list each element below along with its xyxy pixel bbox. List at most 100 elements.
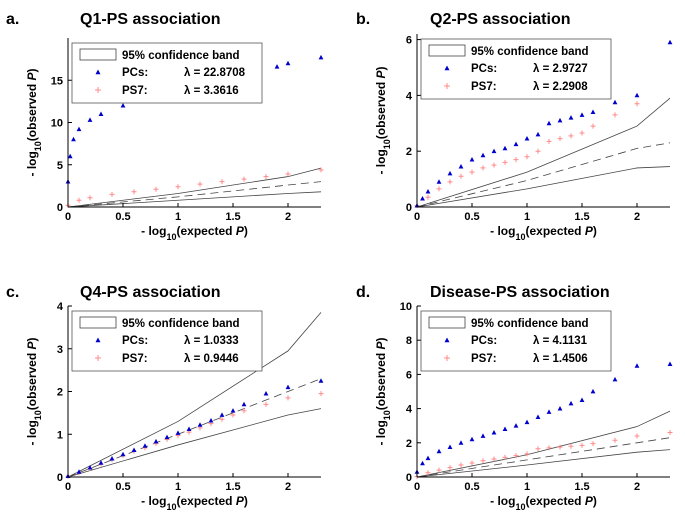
pcs-point (513, 423, 519, 428)
y-tick-label: 3 (57, 344, 63, 356)
pcs-point (153, 438, 159, 444)
pcs-point (208, 417, 214, 423)
y-tick-label: 1 (57, 429, 63, 441)
pcs-point (469, 436, 475, 442)
legend-ps7-lambda: λ = 0.9446 (184, 353, 239, 365)
legend-ps7-label: PS7: (471, 353, 497, 365)
ps7-point (263, 401, 269, 407)
pcs-point (524, 419, 530, 425)
y-tick-label: 4 (406, 404, 413, 416)
ps7-point (76, 197, 82, 203)
pcs-point (274, 64, 280, 69)
ps7-point (469, 169, 475, 175)
ps7-point (219, 416, 225, 422)
ps7-point (590, 123, 596, 129)
legend-band-label: 95% confidence band (122, 318, 240, 330)
ps7-point (469, 460, 475, 466)
y-tick-label: 10 (400, 301, 412, 313)
pcs-point (318, 378, 324, 383)
pcs-point (241, 401, 247, 407)
ps7-point (612, 112, 618, 118)
ps7-point (436, 467, 442, 473)
pcs-point (447, 170, 453, 176)
legend-pcs-lambda: λ = 22.8708 (184, 67, 246, 79)
panel-letter: d. (356, 284, 370, 301)
pcs-point (667, 39, 673, 45)
pcs-point (71, 136, 76, 142)
confidence-band-upper (416, 410, 671, 478)
ps7-point (425, 470, 431, 476)
legend-pcs-lambda: λ = 2.9727 (533, 63, 588, 75)
pcs-point (513, 141, 519, 147)
x-tick-label: 0 (414, 211, 420, 223)
ps7-point (447, 179, 453, 185)
legend-ps7-lambda: λ = 1.4506 (533, 353, 588, 365)
pcs-point (590, 388, 596, 394)
pcs-point (87, 464, 93, 470)
y-tick-label: 2 (406, 146, 412, 158)
ps7-point (263, 174, 269, 180)
x-tick-label: 1.5 (574, 481, 589, 493)
ps7-point (557, 444, 563, 450)
pcs-point (546, 409, 552, 414)
panel-letter: c. (6, 284, 19, 301)
x-tick-label: 0.5 (464, 211, 479, 223)
y-tick-label: 5 (57, 160, 63, 172)
pcs-point (557, 406, 563, 411)
pcs-point (318, 54, 324, 60)
y-axis-label: - log10(observed P) (25, 337, 43, 445)
legend-pcs-label: PCs: (471, 63, 497, 75)
ps7-point (546, 138, 552, 144)
pcs-point (76, 126, 82, 132)
pcs-point (667, 361, 673, 367)
ps7-point (175, 184, 181, 190)
pcs-point (458, 163, 464, 169)
ps7-point (634, 433, 640, 439)
pcs-point (67, 153, 73, 159)
ps7-point (557, 136, 563, 142)
panel-letter: a. (6, 11, 19, 28)
ps7-point (568, 443, 574, 449)
legend-pcs-marker (444, 65, 450, 71)
x-axis-label: - log10(expected P) (141, 494, 248, 512)
ps7-point (535, 446, 541, 452)
pcs-point (186, 426, 192, 432)
legend-pcs-label: PCs: (122, 67, 148, 79)
pcs-point (634, 363, 640, 368)
ps7-point (612, 437, 618, 443)
pcs-point (109, 456, 115, 461)
x-axis-label: - log10(expected P) (141, 224, 248, 242)
ps7-point (579, 130, 585, 136)
legend-band-swatch (79, 48, 117, 61)
pcs-point (546, 120, 552, 126)
x-tick-label: 1 (524, 481, 530, 493)
x-tick-label: 0.5 (464, 481, 479, 493)
pcs-point (458, 440, 464, 445)
pcs-point (175, 430, 181, 435)
x-tick-label: 1.5 (225, 481, 240, 493)
pcs-point (535, 131, 541, 137)
pcs-point (164, 434, 170, 440)
y-tick-label: 6 (406, 369, 412, 381)
ps7-point (634, 101, 640, 107)
x-axis-label: - log10(expected P) (490, 224, 597, 242)
legend-band-swatch (79, 316, 117, 329)
confidence-band-mid (67, 378, 322, 478)
pcs-point (285, 384, 291, 390)
pcs-point (480, 152, 486, 158)
ps7-point (546, 445, 552, 451)
legend-ps7-label: PS7: (471, 81, 497, 93)
pcs-point (425, 189, 431, 194)
ps7-point (458, 173, 464, 179)
ps7-point (513, 453, 519, 459)
x-tick-label: 2 (634, 211, 640, 223)
ps7-point (480, 165, 486, 171)
pcs-point (131, 447, 137, 452)
ps7-point (491, 162, 497, 168)
pcs-point (87, 117, 93, 122)
pcs-point (491, 148, 497, 154)
ps7-point (109, 191, 115, 197)
y-tick-label: 8 (406, 335, 412, 347)
pcs-point (420, 460, 425, 466)
legend-ps7-marker (444, 355, 450, 361)
